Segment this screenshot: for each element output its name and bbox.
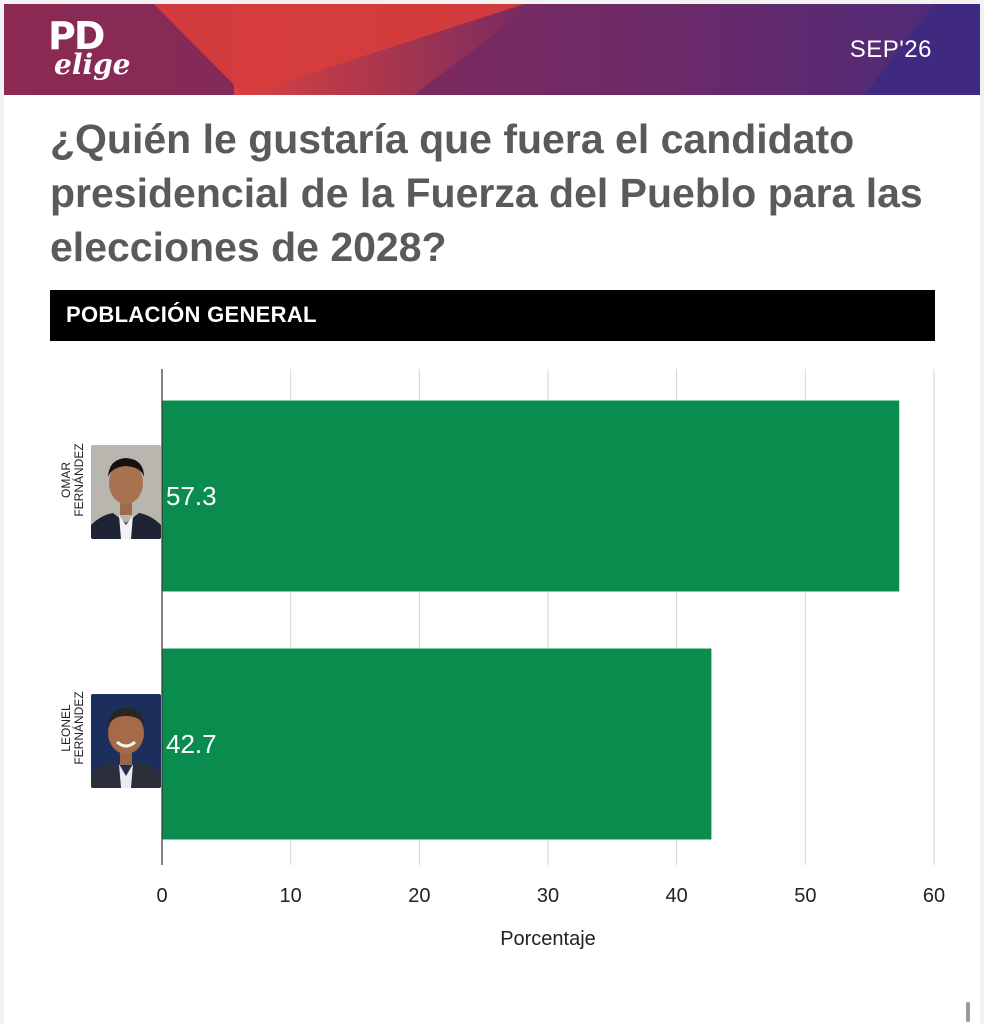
leonel-fernandez-portrait xyxy=(91,694,161,788)
header-banner: PD elige SEP'26 xyxy=(4,4,980,95)
x-tick-label: 40 xyxy=(666,885,688,907)
poll-date: SEP'26 xyxy=(849,36,932,63)
poll-question: ¿Quién le gustaría que fuera el candidat… xyxy=(50,116,923,270)
bar-value-label: 57.3 xyxy=(166,481,217,511)
logo-main-text: PD xyxy=(48,14,105,58)
omar-fernandez-portrait xyxy=(91,445,161,539)
segment-label: POBLACIÓN GENERAL xyxy=(66,302,317,327)
x-tick-label: 0 xyxy=(156,885,167,907)
logo-sub-text: elige xyxy=(54,48,131,81)
x-tick-label: 60 xyxy=(923,885,945,907)
segment-header: POBLACIÓN GENERAL xyxy=(50,290,935,341)
candidate-name-line2: FERNÁNDEZ xyxy=(72,691,86,765)
bar xyxy=(162,648,712,840)
bar xyxy=(162,400,900,592)
candidate-name-line2: FERNÁNDEZ xyxy=(72,443,86,517)
x-tick-label: 10 xyxy=(280,885,302,907)
candidate-name-leonel: LEONEL FERNÁNDEZ xyxy=(59,678,86,778)
x-tick-label: 20 xyxy=(408,885,430,907)
candidate-name-omar: OMAR FERNÁNDEZ xyxy=(59,430,86,530)
x-axis-title: Porcentaje xyxy=(500,928,596,950)
x-tick-label: 50 xyxy=(794,885,816,907)
scrollbar-thumb[interactable] xyxy=(966,1002,970,1022)
x-tick-label: 30 xyxy=(537,885,559,907)
bar-value-label: 42.7 xyxy=(166,729,217,759)
pd-elige-logo: PD elige xyxy=(48,16,138,86)
